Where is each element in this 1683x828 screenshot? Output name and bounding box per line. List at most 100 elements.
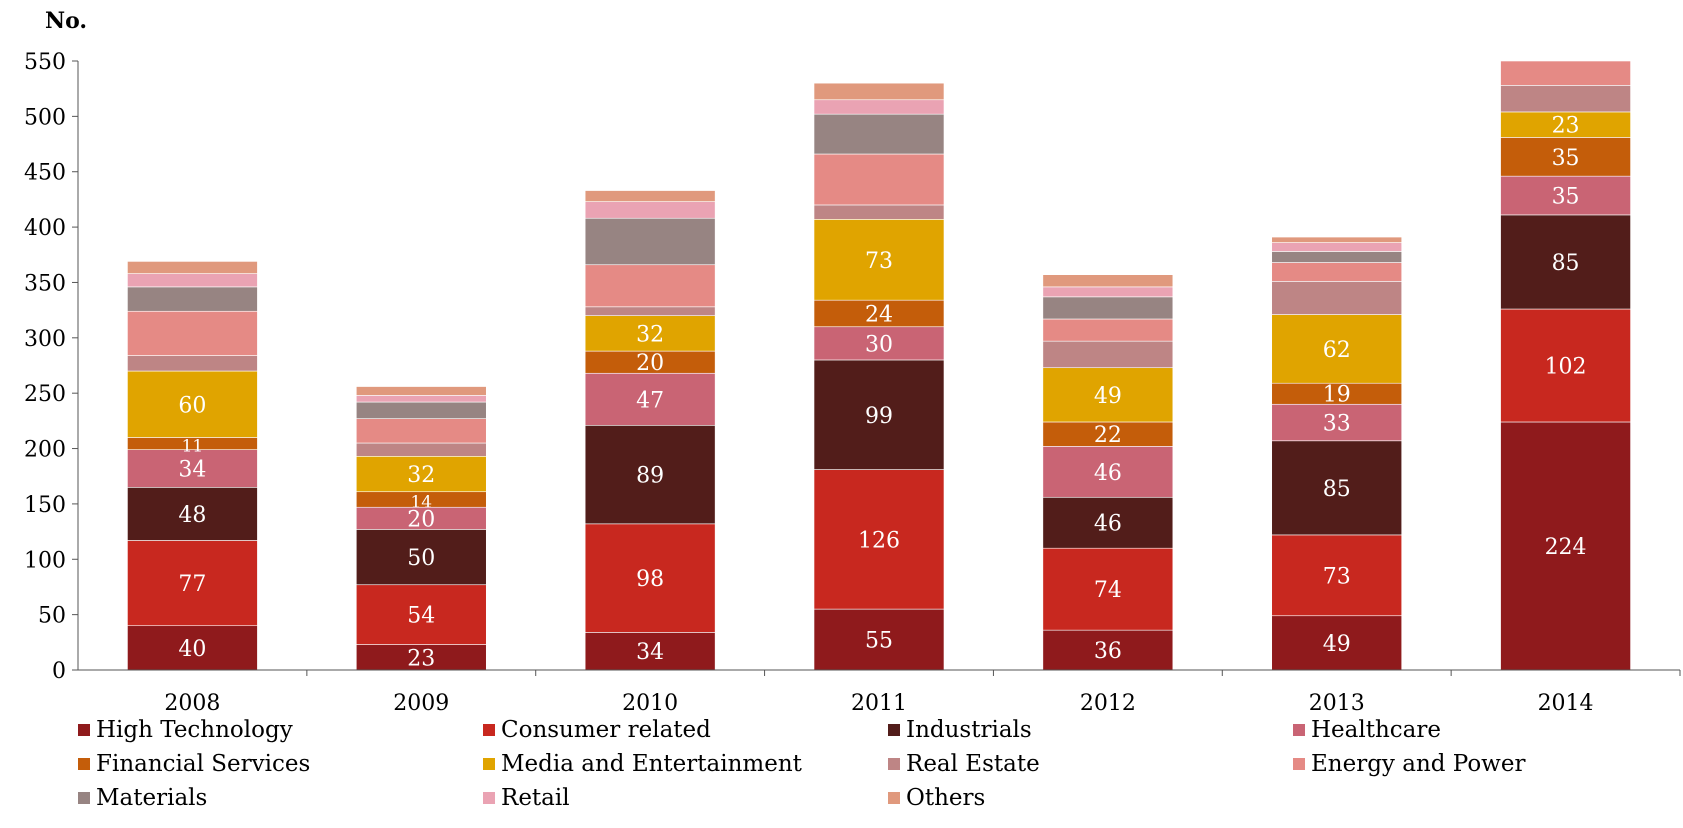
y-tick-label: 100 [24, 548, 66, 573]
y-axis-title: No. [45, 8, 87, 34]
data-label: 22 [1094, 423, 1122, 448]
bar-segment [813, 359, 945, 470]
bar-segment [1042, 274, 1174, 288]
x-tick-label: 2013 [1309, 691, 1365, 716]
bar-segment [1042, 340, 1174, 369]
data-label: 40 [178, 637, 206, 662]
data-label: 34 [178, 457, 206, 482]
legend-swatch [483, 724, 495, 736]
bar-segment [584, 190, 716, 202]
data-label: 36 [1094, 639, 1122, 664]
bar-segment [813, 204, 945, 220]
y-tick-label: 200 [24, 438, 66, 463]
bar-segment [1042, 547, 1174, 631]
bar-segment [355, 529, 487, 586]
data-label: 14 [410, 492, 432, 512]
data-label: 46 [1094, 461, 1122, 486]
bar-segment [1500, 60, 1631, 86]
bar-segment [584, 306, 716, 316]
bar-segment [1042, 421, 1174, 447]
data-label: 102 [1545, 355, 1587, 380]
bar-segment [584, 315, 716, 352]
bar-segment [813, 299, 945, 328]
bar-segment [584, 201, 716, 219]
bar-segment [1271, 281, 1403, 315]
y-axis: 0 50 100 150 200 250 300 350 400 450 500 550 [24, 50, 79, 684]
x-tick-label: 2014 [1538, 691, 1594, 716]
x-tick-label: 2009 [393, 691, 449, 716]
bar-segment [1500, 85, 1631, 113]
legend-label: Others [906, 785, 986, 811]
bar-segment [355, 418, 487, 444]
legend-label: Materials [96, 785, 208, 811]
bar-segment [1271, 236, 1403, 243]
y-tick-label: 400 [24, 216, 66, 241]
bar-segment [1042, 496, 1174, 549]
legend-swatch [78, 792, 90, 804]
data-label: 49 [1323, 632, 1351, 657]
bar-stack-2013: 49 73 85 33 19 62 [1271, 236, 1403, 671]
data-label: 20 [636, 351, 664, 376]
bar-segment [127, 625, 258, 671]
data-label: 73 [865, 249, 893, 274]
bar-segment [1500, 308, 1631, 423]
bar-segment [1042, 296, 1174, 320]
bar-segment [1271, 242, 1403, 252]
legend-item: Industrials [888, 717, 1032, 743]
legend-swatch [78, 724, 90, 736]
bar-segment [1271, 251, 1403, 263]
bar-segment [355, 584, 487, 645]
data-label: 224 [1545, 535, 1587, 560]
data-label: 34 [636, 640, 664, 665]
data-label: 32 [636, 322, 664, 347]
bar-stack-2012: 36 74 46 46 22 49 [1042, 274, 1174, 671]
data-label: 99 [865, 404, 893, 429]
bar-segment [1042, 286, 1174, 298]
legend-swatch [888, 724, 900, 736]
data-label: 74 [1094, 578, 1122, 603]
data-label: 11 [182, 437, 204, 457]
y-tick-label: 550 [24, 50, 66, 75]
bar-segment [355, 644, 487, 671]
data-label: 98 [636, 567, 664, 592]
legend-label: Industrials [906, 717, 1032, 743]
bar-segment [355, 455, 487, 493]
data-label: 48 [178, 503, 206, 528]
data-label: 126 [858, 528, 900, 553]
data-label: 32 [407, 463, 435, 488]
bar-segment [127, 540, 258, 627]
data-label: 30 [865, 332, 893, 357]
data-label: 46 [1094, 512, 1122, 537]
bar-segment [1271, 534, 1403, 617]
bar-segment [127, 261, 258, 274]
legend-item: Others [888, 785, 985, 811]
legend-label: High Technology [96, 717, 293, 743]
bar-segment [584, 523, 716, 633]
legend-label: Real Estate [906, 751, 1040, 777]
bar-segment [813, 219, 945, 301]
bar-segment [355, 401, 487, 419]
bar-segment [355, 395, 487, 403]
data-label: 50 [407, 546, 435, 571]
y-tick-label: 250 [24, 382, 66, 407]
data-label: 55 [865, 629, 893, 654]
legend-label: Consumer related [501, 717, 711, 743]
bar-segment [355, 442, 487, 457]
bar-segment [1042, 318, 1174, 342]
data-label: 35 [1552, 146, 1580, 171]
data-label: 23 [407, 646, 435, 671]
bar-segment [127, 355, 258, 372]
data-label: 89 [636, 464, 664, 489]
bar-segment [813, 113, 945, 155]
x-tick-label: 2011 [851, 691, 907, 716]
data-label: 33 [1323, 412, 1351, 437]
data-label: 62 [1323, 338, 1351, 363]
x-axis: 2008 2009 2010 2011 2012 2013 2014 [78, 669, 1681, 716]
data-label: 35 [1552, 185, 1580, 210]
bar-segment [127, 286, 258, 312]
data-label: 19 [1323, 383, 1351, 408]
legend-item: High Technology [78, 717, 293, 743]
legend-label: Healthcare [1311, 717, 1441, 743]
bar-stack-2011: 55 126 99 30 24 73 [813, 82, 945, 671]
legend-item: Healthcare [1293, 717, 1441, 743]
